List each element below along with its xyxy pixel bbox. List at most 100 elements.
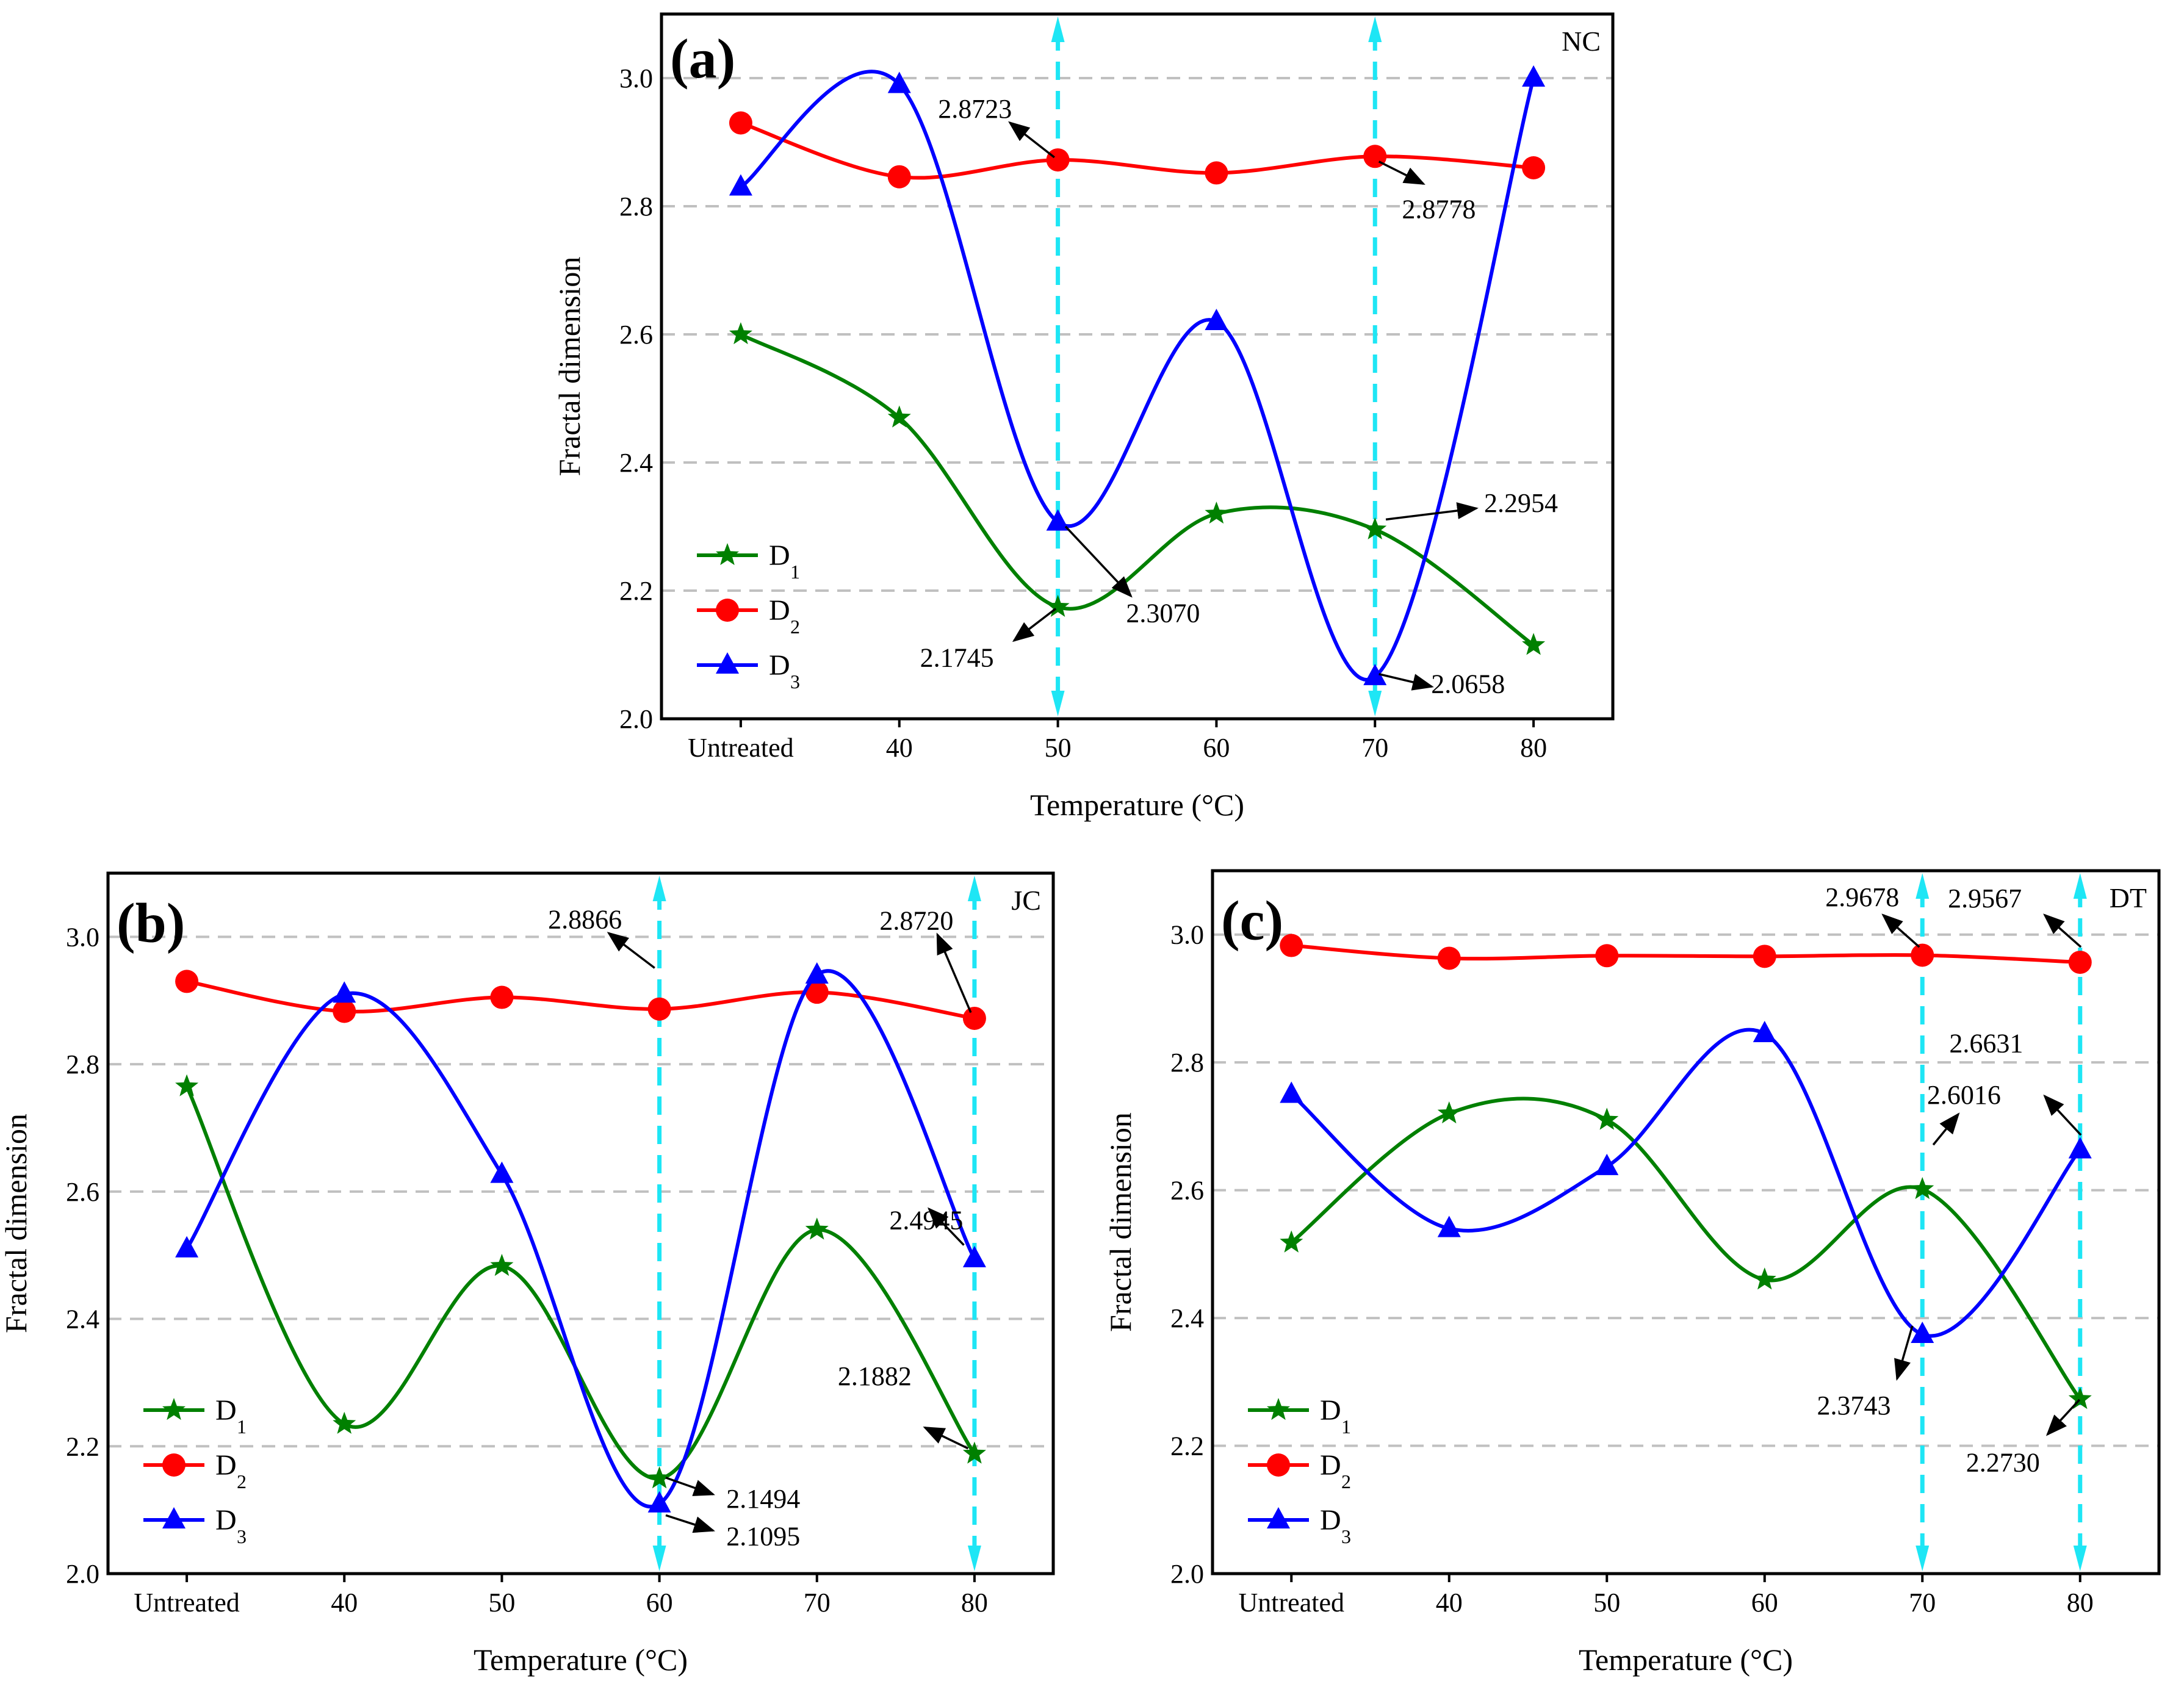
legend-subscript: 3 xyxy=(237,1525,247,1547)
annotation-label: 2.3743 xyxy=(1817,1391,1891,1420)
x-tick-label: 60 xyxy=(1751,1588,1778,1618)
legend-subscript: 2 xyxy=(1341,1471,1351,1492)
data-point-D3 xyxy=(1753,1021,1776,1043)
data-point-D2 xyxy=(1595,944,1619,968)
panel-tag: DT xyxy=(2110,882,2147,913)
annotation-label: 2.9567 xyxy=(1948,884,2022,913)
data-point-D1 xyxy=(887,405,911,428)
annotation-arrow xyxy=(1379,673,1434,691)
y-tick-label: 3.0 xyxy=(619,63,653,93)
y-tick-label: 2.0 xyxy=(619,704,653,734)
legend-marker-D1 xyxy=(1266,1398,1291,1420)
highlight-arrow-up xyxy=(1368,16,1382,42)
data-point-D3 xyxy=(490,1161,514,1183)
y-tick-label: 2.6 xyxy=(619,320,653,350)
chart-panel-0: 2.0 2.2 2.4 2.6 2.8 3.0 Untreated 40 50 60 70 80 2.8… xyxy=(552,12,1615,822)
series-D1 xyxy=(175,1074,986,1489)
panel-tag: JC xyxy=(1011,885,1041,916)
x-tick-label: 80 xyxy=(2067,1588,2094,1618)
data-point-D2 xyxy=(2068,951,2092,974)
data-point-D1 xyxy=(1437,1101,1461,1124)
series-D1 xyxy=(1280,1096,2092,1409)
annotation-arrow xyxy=(1378,160,1425,185)
series-D2 xyxy=(729,111,1546,189)
annotation-arrow xyxy=(2043,913,2082,948)
data-point-D3 xyxy=(1280,1081,1303,1103)
data-point-D1 xyxy=(333,1411,356,1434)
data-point-D2 xyxy=(1046,148,1070,172)
x-tick-label: 70 xyxy=(1909,1588,1936,1618)
x-tick-label: 40 xyxy=(886,733,913,763)
chart-panel-1: 2.0 2.2 2.4 2.6 2.8 3.0 Untreated 40 50 60 70 80 2.8… xyxy=(0,871,1055,1677)
legend-label: D xyxy=(769,539,790,572)
highlight-arrow-up xyxy=(2073,873,2087,899)
annotation-arrow xyxy=(1894,1325,1914,1381)
data-point-D1 xyxy=(1753,1267,1776,1290)
legend-label: D xyxy=(1320,1449,1341,1481)
y-tick-label: 2.0 xyxy=(1170,1559,1204,1589)
annotation-arrow xyxy=(1881,913,1920,948)
annotation-arrow xyxy=(2045,1399,2081,1436)
highlight-arrow-down xyxy=(652,1546,666,1571)
legend-subscript: 1 xyxy=(237,1416,247,1438)
annotation-arrow xyxy=(936,932,972,1013)
annotation-label: 2.9678 xyxy=(1825,882,1899,912)
legend-subscript: 2 xyxy=(790,616,800,638)
legend-label: D xyxy=(769,649,790,682)
series-line-D3 xyxy=(740,70,1535,682)
data-point-D2 xyxy=(805,981,829,1004)
y-tick-label: 3.0 xyxy=(66,922,99,952)
legend-subscript: 3 xyxy=(1341,1525,1351,1547)
annotation-arrow xyxy=(1008,121,1055,159)
highlight-arrow-up xyxy=(652,876,666,901)
annotation-arrow xyxy=(665,1514,715,1533)
legend-label: D xyxy=(1320,1504,1341,1536)
data-point-D3 xyxy=(647,1491,671,1513)
data-point-D2 xyxy=(1753,945,1776,968)
data-point-D1 xyxy=(490,1253,514,1276)
legend-subscript: 2 xyxy=(237,1471,247,1492)
panel-label: (a) xyxy=(670,27,735,90)
highlight-arrow-down xyxy=(1051,691,1065,716)
data-point-D3 xyxy=(175,1236,199,1258)
annotation-arrow xyxy=(1932,1112,1960,1146)
data-point-D1 xyxy=(1522,633,1546,655)
annotation-arrow xyxy=(1385,502,1479,521)
data-point-D2 xyxy=(647,997,671,1021)
annotation-label: 2.8866 xyxy=(548,904,622,934)
data-point-D3 xyxy=(805,962,829,984)
x-axis-title: Temperature (°C) xyxy=(1579,1643,1793,1677)
annotation-arrow xyxy=(607,932,655,969)
data-point-D1 xyxy=(805,1217,829,1240)
data-point-D1 xyxy=(175,1074,199,1096)
data-point-D2 xyxy=(1280,934,1303,957)
plot-frame xyxy=(660,12,1615,721)
annotation-label: 2.8723 xyxy=(938,94,1012,124)
annotation-label: 2.8778 xyxy=(1402,194,1476,224)
annotation-label: 2.1882 xyxy=(838,1361,912,1391)
panel-label: (b) xyxy=(117,891,185,954)
highlight-arrow-up xyxy=(967,876,981,901)
y-axis-title: Fractal dimension xyxy=(552,257,586,477)
series-line-D1 xyxy=(1290,1096,2082,1400)
series-line-D3 xyxy=(1290,1028,2082,1338)
data-point-D3 xyxy=(1595,1153,1619,1175)
y-tick-label: 2.0 xyxy=(66,1559,99,1589)
x-axis-title: Temperature (°C) xyxy=(1030,788,1244,822)
legend-marker-D2 xyxy=(716,599,739,622)
x-tick-label: Untreated xyxy=(688,733,793,763)
data-point-D1 xyxy=(962,1441,986,1464)
annotation-label: 2.2954 xyxy=(1484,488,1558,518)
series-line-D2 xyxy=(1291,943,2080,965)
annotation-label: 2.2730 xyxy=(1966,1448,2040,1478)
series-line-D3 xyxy=(185,969,976,1508)
y-tick-label: 2.8 xyxy=(1170,1048,1204,1078)
data-point-D3 xyxy=(962,1245,986,1267)
legend-label: D xyxy=(769,594,790,627)
data-point-D1 xyxy=(1046,594,1070,617)
panel-label: (c) xyxy=(1221,890,1283,952)
data-point-D3 xyxy=(1205,309,1228,330)
data-point-D1 xyxy=(1280,1230,1303,1253)
y-tick-label: 2.2 xyxy=(1170,1431,1204,1461)
data-point-D3 xyxy=(1363,663,1387,685)
